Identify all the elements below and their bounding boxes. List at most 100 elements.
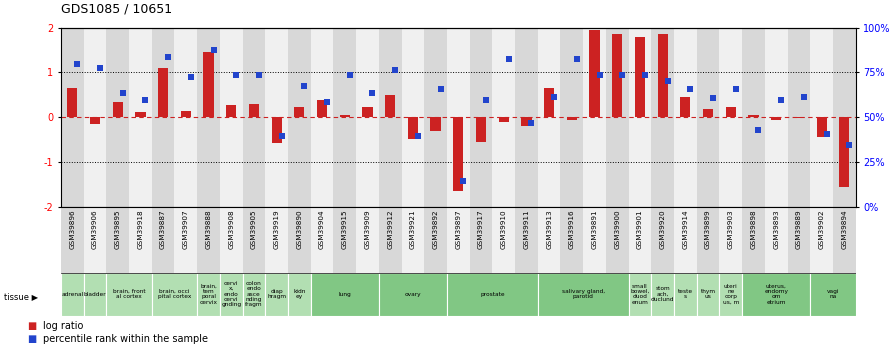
Bar [271, 117, 281, 143]
Bar [311, 28, 333, 207]
Bar [333, 207, 356, 273]
Bar [243, 28, 265, 207]
Bar [833, 28, 856, 207]
Bar [726, 107, 736, 117]
Bar [401, 207, 424, 273]
Bar [294, 107, 305, 117]
Text: ■: ■ [27, 334, 36, 344]
Bar [203, 52, 213, 117]
Bar [340, 115, 349, 117]
Bar [135, 112, 145, 117]
Text: GSM39919: GSM39919 [273, 209, 280, 249]
Text: GSM39893: GSM39893 [773, 209, 780, 249]
Bar [317, 100, 327, 117]
Bar [447, 207, 470, 273]
Bar [583, 207, 606, 273]
Bar [658, 34, 668, 117]
Text: salivary gland,
parotid: salivary gland, parotid [562, 289, 605, 299]
Bar [83, 207, 107, 273]
Bar [567, 117, 577, 119]
Bar [810, 273, 856, 316]
Text: GSM39891: GSM39891 [591, 209, 598, 249]
Text: GSM39906: GSM39906 [92, 209, 98, 249]
Bar [249, 104, 259, 117]
Text: GSM39901: GSM39901 [637, 209, 643, 249]
Bar [243, 273, 265, 316]
Text: GSM39887: GSM39887 [160, 209, 166, 249]
Bar [430, 117, 441, 131]
Bar [719, 273, 742, 316]
Bar [697, 28, 719, 207]
Bar [197, 273, 220, 316]
Bar [311, 273, 379, 316]
Bar [220, 207, 243, 273]
Text: ovary: ovary [405, 292, 421, 297]
Bar [175, 28, 197, 207]
Bar [748, 115, 759, 117]
Text: GSM39894: GSM39894 [841, 209, 848, 249]
Text: cervi
x,
endo
cervi
gnding: cervi x, endo cervi gnding [221, 281, 241, 307]
Bar [674, 207, 697, 273]
Bar [606, 207, 629, 273]
Bar [362, 107, 373, 117]
Bar [703, 109, 713, 117]
Bar [379, 207, 401, 273]
Bar [401, 28, 424, 207]
Text: GDS1085 / 10651: GDS1085 / 10651 [61, 2, 172, 15]
Text: GSM39902: GSM39902 [819, 209, 824, 249]
Text: GSM39904: GSM39904 [319, 209, 325, 249]
Bar [447, 273, 538, 316]
Bar [629, 207, 651, 273]
Bar [544, 88, 555, 117]
Bar [379, 273, 447, 316]
Bar [311, 207, 333, 273]
Bar [226, 105, 237, 117]
Text: GSM39915: GSM39915 [341, 209, 348, 249]
Bar [83, 273, 107, 316]
Text: GSM39921: GSM39921 [409, 209, 416, 249]
Bar [697, 207, 719, 273]
Text: colon
endo
asce
nding
fragm: colon endo asce nding fragm [246, 281, 263, 307]
Bar [788, 28, 810, 207]
Bar [493, 207, 515, 273]
Bar [651, 28, 674, 207]
Text: uteri
ne
corp
us, m: uteri ne corp us, m [722, 284, 739, 305]
Bar [356, 207, 379, 273]
Bar [771, 117, 781, 119]
Text: GSM39907: GSM39907 [183, 209, 189, 249]
Text: GSM39910: GSM39910 [501, 209, 507, 249]
Bar [356, 28, 379, 207]
Bar [107, 28, 129, 207]
Bar [840, 117, 849, 187]
Bar [680, 97, 691, 117]
Bar [151, 28, 175, 207]
Bar [765, 28, 788, 207]
Text: GSM39899: GSM39899 [705, 209, 711, 249]
Bar [129, 28, 151, 207]
Bar [447, 28, 470, 207]
Bar [424, 207, 447, 273]
Bar [107, 273, 151, 316]
Text: GSM39913: GSM39913 [547, 209, 552, 249]
Bar [158, 68, 168, 117]
Bar [538, 273, 629, 316]
Text: tissue ▶: tissue ▶ [4, 292, 39, 301]
Bar [470, 28, 493, 207]
Text: GSM39889: GSM39889 [796, 209, 802, 249]
Text: kidn
ey: kidn ey [293, 289, 306, 299]
Bar [561, 207, 583, 273]
Text: teste
s: teste s [677, 289, 693, 299]
Bar [765, 207, 788, 273]
Text: diap
hragm: diap hragm [267, 289, 286, 299]
Bar [113, 101, 123, 117]
Bar [61, 28, 83, 207]
Bar [515, 207, 538, 273]
Text: small
bowel,
duod
enum: small bowel, duod enum [630, 284, 650, 305]
Text: adrenal: adrenal [61, 292, 83, 297]
Text: GSM39920: GSM39920 [659, 209, 666, 249]
Text: brain, front
al cortex: brain, front al cortex [113, 289, 145, 299]
Bar [674, 28, 697, 207]
Bar [521, 117, 531, 126]
Bar [606, 28, 629, 207]
Bar [810, 207, 833, 273]
